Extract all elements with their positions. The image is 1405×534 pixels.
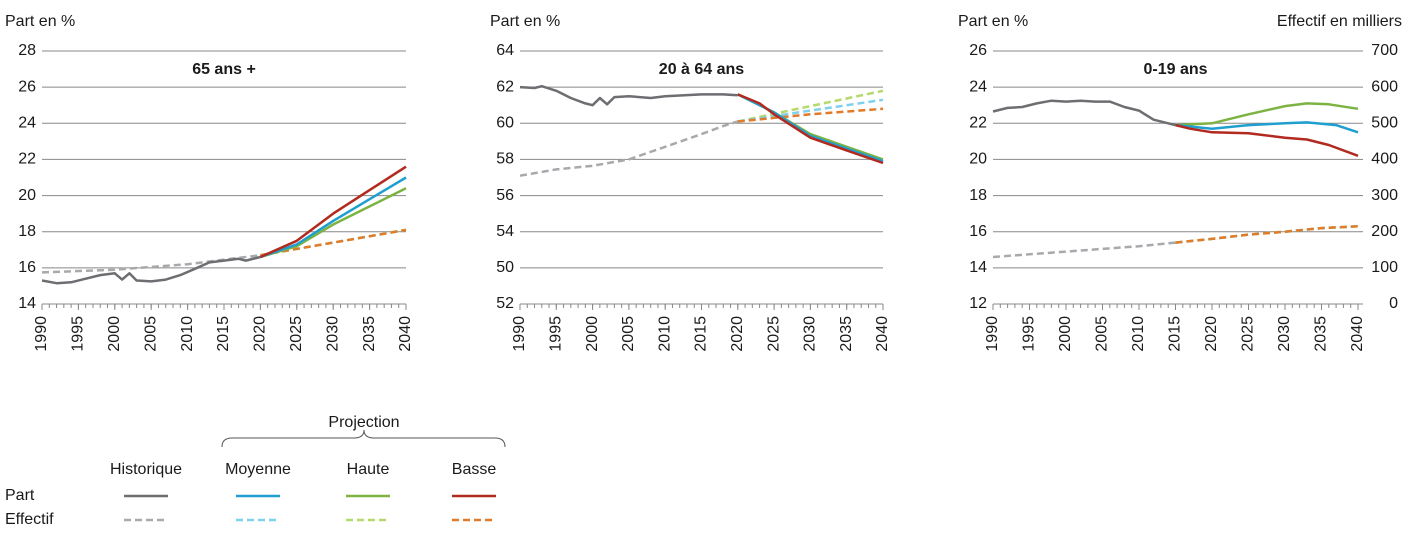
series-line — [737, 89, 884, 123]
x-tick-label: 1995 — [70, 316, 87, 352]
x-tick-label: 2015 — [1167, 316, 1184, 352]
series-line — [259, 165, 407, 259]
y2-tick-label: 200 — [1371, 223, 1398, 240]
y2-tick-label: 0 — [1389, 295, 1398, 312]
chart-title: 65 ans + — [192, 61, 256, 78]
x-tick-label: 2000 — [106, 316, 123, 352]
series-line — [519, 120, 739, 177]
y-tick-label: 16 — [969, 223, 987, 240]
y-tick-label: 60 — [496, 115, 514, 132]
series-line — [992, 241, 1176, 259]
x-tick-label: 2000 — [1057, 316, 1074, 352]
y-tick-label: 24 — [18, 115, 36, 132]
y-tick-label: 64 — [496, 42, 514, 59]
y-tick-label: 54 — [496, 223, 514, 240]
x-tick-label: 2005 — [620, 316, 637, 352]
x-tick-label: 2010 — [1130, 316, 1147, 352]
legend-row-label: Effectif — [5, 511, 54, 528]
x-tick-label: 2025 — [288, 316, 305, 352]
y2-tick-label: 100 — [1371, 259, 1398, 276]
chart-title: 0-19 ans — [1143, 61, 1207, 78]
y-tick-label: 50 — [496, 259, 514, 276]
y-tick-label: 62 — [496, 78, 514, 95]
y-tick-label: 18 — [969, 187, 987, 204]
series-line — [1175, 121, 1359, 134]
y-tick-label: 18 — [18, 223, 36, 240]
x-tick-label: 2020 — [252, 316, 269, 352]
legend-column-label: Moyenne — [225, 461, 291, 478]
y-tick-label: 58 — [496, 151, 514, 168]
y2-tick-label: 600 — [1371, 78, 1398, 95]
legend-group-label: Projection — [328, 414, 399, 431]
legend-column-label: Basse — [452, 461, 497, 478]
x-tick-label: 2005 — [142, 316, 159, 352]
x-tick-label: 2000 — [584, 316, 601, 352]
x-tick-label: 2035 — [838, 316, 855, 352]
y2-tick-label: 400 — [1371, 151, 1398, 168]
series-line — [41, 255, 261, 285]
y-tick-label: 22 — [969, 115, 987, 132]
x-tick-label: 2010 — [656, 316, 673, 352]
x-tick-label: 2005 — [1094, 316, 1111, 352]
x-tick-label: 2040 — [1349, 316, 1366, 352]
y-tick-label: 28 — [18, 42, 36, 59]
y-tick-label: 26 — [969, 42, 987, 59]
x-tick-label: 2015 — [693, 316, 710, 352]
y-axis-label: Part en % — [5, 13, 75, 30]
y-tick-label: 52 — [496, 295, 514, 312]
series-line — [41, 253, 261, 274]
y-axis-label: Part en % — [490, 13, 560, 30]
x-tick-label: 2030 — [1276, 316, 1293, 352]
y-axis-label: Part en % — [958, 13, 1028, 30]
y-tick-label: 20 — [969, 151, 987, 168]
y-tick-label: 14 — [969, 259, 987, 276]
x-tick-label: 2035 — [1313, 316, 1330, 352]
x-tick-label: 2020 — [1203, 316, 1220, 352]
legend-row-label: Part — [5, 487, 35, 504]
series-line — [1175, 123, 1359, 157]
y-tick-label: 20 — [18, 187, 36, 204]
x-tick-label: 2015 — [215, 316, 232, 352]
x-tick-label: 2040 — [397, 316, 414, 352]
legend-brace — [221, 429, 506, 448]
legend-column-label: Historique — [110, 461, 182, 478]
x-tick-label: 2010 — [179, 316, 196, 352]
x-tick-label: 1990 — [33, 316, 50, 352]
y-tick-label: 14 — [18, 295, 36, 312]
y2-axis-label: Effectif en milliers — [1277, 13, 1402, 30]
series-line — [1175, 102, 1359, 127]
series-line — [737, 107, 884, 123]
series-line — [1175, 225, 1359, 244]
y-tick-label: 26 — [18, 78, 36, 95]
x-tick-label: 1990 — [511, 316, 528, 352]
x-tick-label: 2025 — [1240, 316, 1257, 352]
x-tick-label: 1995 — [1021, 316, 1038, 352]
x-tick-label: 2025 — [765, 316, 782, 352]
y-tick-label: 22 — [18, 151, 36, 168]
x-tick-label: 2035 — [361, 316, 378, 352]
x-tick-label: 2030 — [324, 316, 341, 352]
y-tick-label: 24 — [969, 78, 987, 95]
x-tick-label: 2020 — [729, 316, 746, 352]
y-tick-label: 16 — [18, 259, 36, 276]
series-line — [259, 176, 407, 259]
y2-tick-label: 500 — [1371, 115, 1398, 132]
y2-tick-label: 300 — [1371, 187, 1398, 204]
y-tick-label: 12 — [969, 295, 987, 312]
x-tick-label: 2040 — [874, 316, 891, 352]
y-tick-label: 56 — [496, 187, 514, 204]
series-line — [519, 84, 738, 107]
x-tick-label: 2030 — [802, 316, 819, 352]
series-line — [992, 99, 1176, 127]
series-line — [737, 93, 884, 165]
chart-title: 20 à 64 ans — [659, 61, 745, 78]
x-tick-label: 1990 — [984, 316, 1001, 352]
y2-tick-label: 700 — [1371, 42, 1398, 59]
x-tick-label: 1995 — [548, 316, 565, 352]
legend-column-label: Haute — [347, 461, 390, 478]
